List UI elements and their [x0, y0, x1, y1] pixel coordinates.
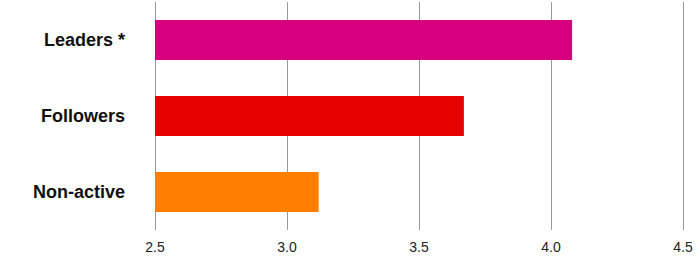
- svg-text:Non-active: Non-active: [33, 182, 125, 202]
- svg-text:3.0: 3.0: [277, 239, 297, 255]
- svg-text:2.5: 2.5: [145, 239, 165, 255]
- svg-text:Leaders *: Leaders *: [44, 30, 125, 50]
- svg-text:4.5: 4.5: [673, 239, 693, 255]
- svg-text:Followers: Followers: [41, 106, 125, 126]
- svg-text:3.5: 3.5: [409, 239, 429, 255]
- svg-text:4.0: 4.0: [541, 239, 561, 255]
